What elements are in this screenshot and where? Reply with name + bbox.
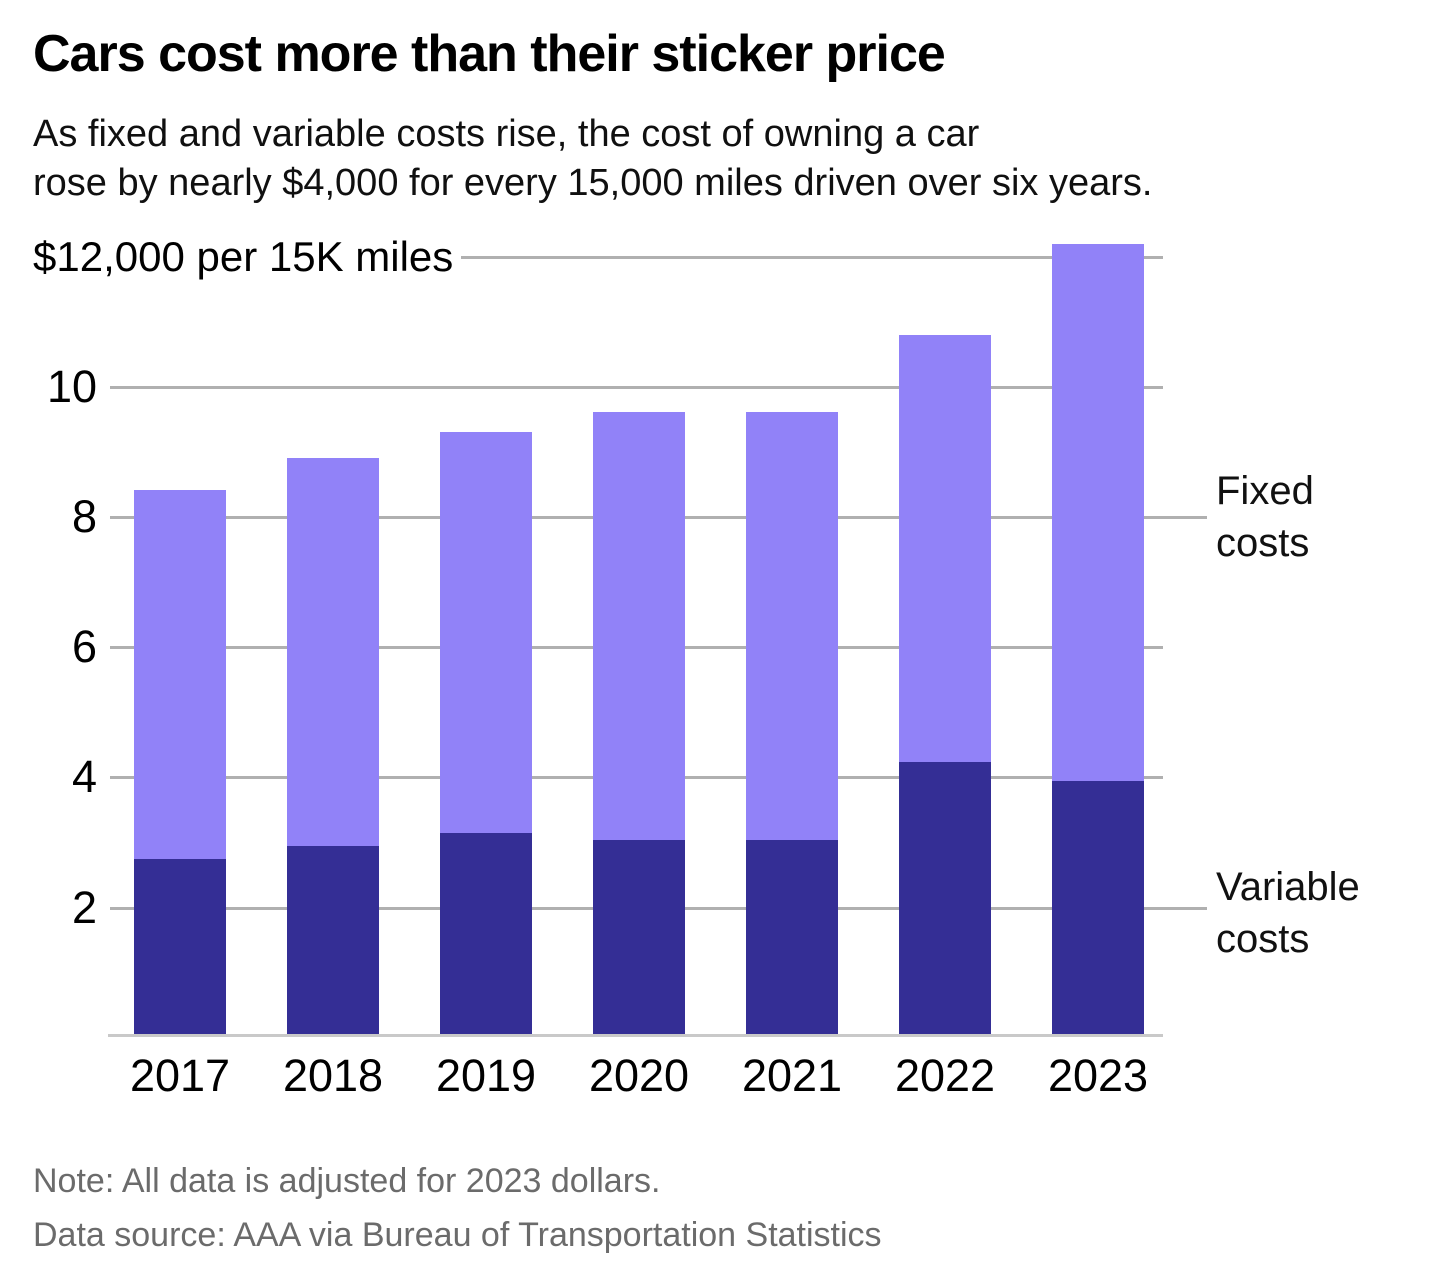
- x-tick-label-2018: 2018: [282, 1050, 384, 1101]
- chart-subtitle-line1: As fixed and variable costs rise, the co…: [33, 113, 980, 155]
- note-text: Note: All data is adjusted for 2023 doll…: [33, 1162, 661, 1200]
- variable-costs-segment: [746, 840, 838, 1034]
- y-tick-label-4: 4: [71, 751, 97, 802]
- y-tick-label-2: 2: [71, 882, 97, 933]
- x-tick-label-2023: 2023: [1047, 1050, 1149, 1101]
- y-tick-label-10: 10: [46, 361, 97, 412]
- fixed-costs-segment: [134, 490, 226, 859]
- fixed-costs-segment: [899, 335, 991, 762]
- bar-2020: [593, 412, 685, 1034]
- variable-costs-label: Variable costs: [1216, 865, 1360, 961]
- source-text: Data source: AAA via Bureau of Transport…: [33, 1216, 882, 1254]
- chart-title: Cars cost more than their sticker price: [33, 25, 946, 83]
- fixed-costs-segment: [593, 412, 685, 840]
- fixed-costs-segment: [746, 412, 838, 840]
- variable-costs-segment: [134, 859, 226, 1034]
- x-tick-label-2019: 2019: [435, 1050, 537, 1101]
- bar-2023: [1052, 244, 1144, 1034]
- bar-2017: [134, 490, 226, 1034]
- bar-2022: [899, 335, 991, 1034]
- x-tick-label-2020: 2020: [588, 1050, 690, 1101]
- bar-2018: [287, 458, 379, 1034]
- x-axis-baseline: [108, 1034, 1163, 1037]
- variable-costs-segment: [440, 833, 532, 1034]
- fixed-costs-segment: [1052, 244, 1144, 781]
- variable-costs-segment: [1052, 781, 1144, 1034]
- y-tick-label-6: 6: [71, 621, 97, 672]
- x-tick-label-2017: 2017: [129, 1050, 231, 1101]
- x-tick-label-2022: 2022: [894, 1050, 996, 1101]
- variable-costs-segment: [593, 840, 685, 1034]
- bar-2019: [440, 432, 532, 1034]
- chart-subtitle-line2: rose by nearly $4,000 for every 15,000 m…: [33, 162, 1153, 204]
- bar-2021: [746, 412, 838, 1034]
- y-tick-label-8: 8: [71, 491, 97, 542]
- gridline-10: [110, 386, 1163, 389]
- y-axis-unit-label: $12,000 per 15K miles: [33, 231, 462, 283]
- chart-subtitle: As fixed and variable costs rise, the co…: [33, 110, 1152, 208]
- fixed-costs-segment: [440, 432, 532, 833]
- fixed-costs-label: Fixed costs: [1216, 469, 1314, 565]
- x-tick-label-2021: 2021: [741, 1050, 843, 1101]
- variable-costs-segment: [287, 846, 379, 1034]
- variable-costs-segment: [899, 762, 991, 1034]
- gridline-12: [110, 256, 1163, 259]
- fixed-costs-segment: [287, 458, 379, 846]
